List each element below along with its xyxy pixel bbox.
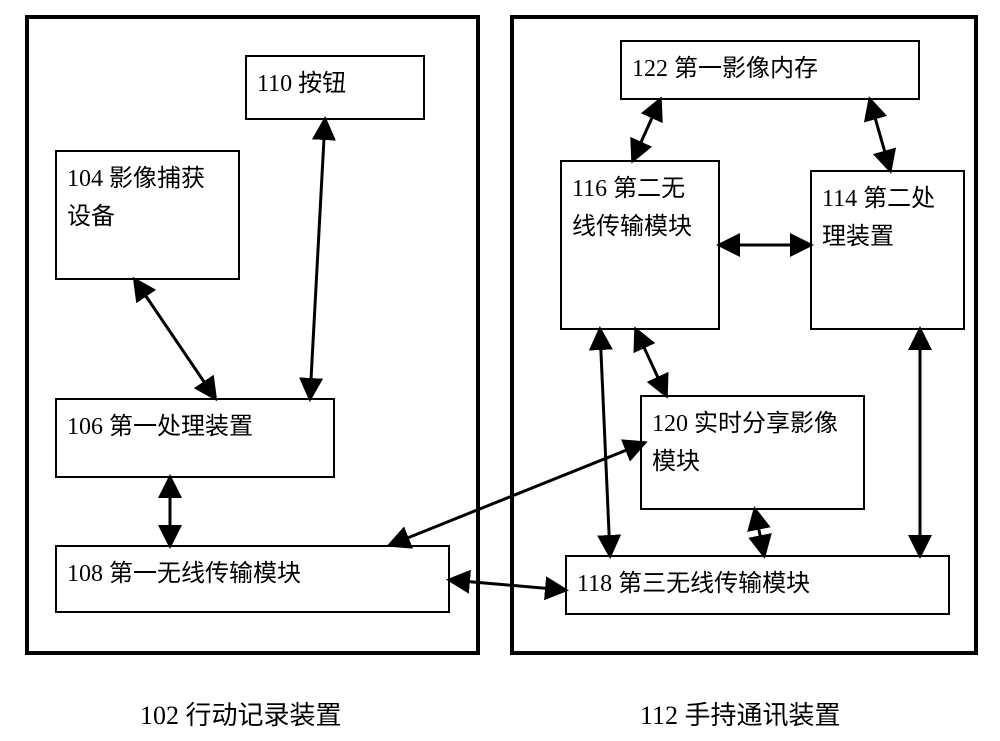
box-120: 120 实时分享影像模块 xyxy=(640,395,865,510)
box-110-label: 110 按钮 xyxy=(257,71,346,97)
box-122: 122 第一影像内存 xyxy=(620,40,920,100)
box-104-label: 104 影像捕获设备 xyxy=(67,166,205,230)
box-106: 106 第一处理装置 xyxy=(55,398,335,478)
caption-right-label: 112 手持通讯装置 xyxy=(640,701,841,730)
box-104: 104 影像捕获设备 xyxy=(55,150,240,280)
box-108-label: 108 第一无线传输模块 xyxy=(67,561,301,587)
diagram-canvas: 104 影像捕获设备 110 按钮 106 第一处理装置 108 第一无线传输模… xyxy=(0,0,1000,741)
box-116-label: 116 第二无线传输模块 xyxy=(572,176,692,240)
box-116: 116 第二无线传输模块 xyxy=(560,160,720,330)
caption-right: 112 手持通讯装置 xyxy=(640,695,841,732)
box-108: 108 第一无线传输模块 xyxy=(55,545,450,613)
box-122-label: 122 第一影像内存 xyxy=(632,56,818,82)
box-106-label: 106 第一处理装置 xyxy=(67,414,253,440)
box-118: 118 第三无线传输模块 xyxy=(565,555,950,615)
caption-left-label: 102 行动记录装置 xyxy=(140,701,342,730)
box-114-label: 114 第二处理装置 xyxy=(822,186,935,250)
box-120-label: 120 实时分享影像模块 xyxy=(652,411,838,475)
box-110: 110 按钮 xyxy=(245,55,425,120)
box-114: 114 第二处理装置 xyxy=(810,170,965,330)
box-118-label: 118 第三无线传输模块 xyxy=(577,571,810,597)
caption-left: 102 行动记录装置 xyxy=(140,695,342,732)
